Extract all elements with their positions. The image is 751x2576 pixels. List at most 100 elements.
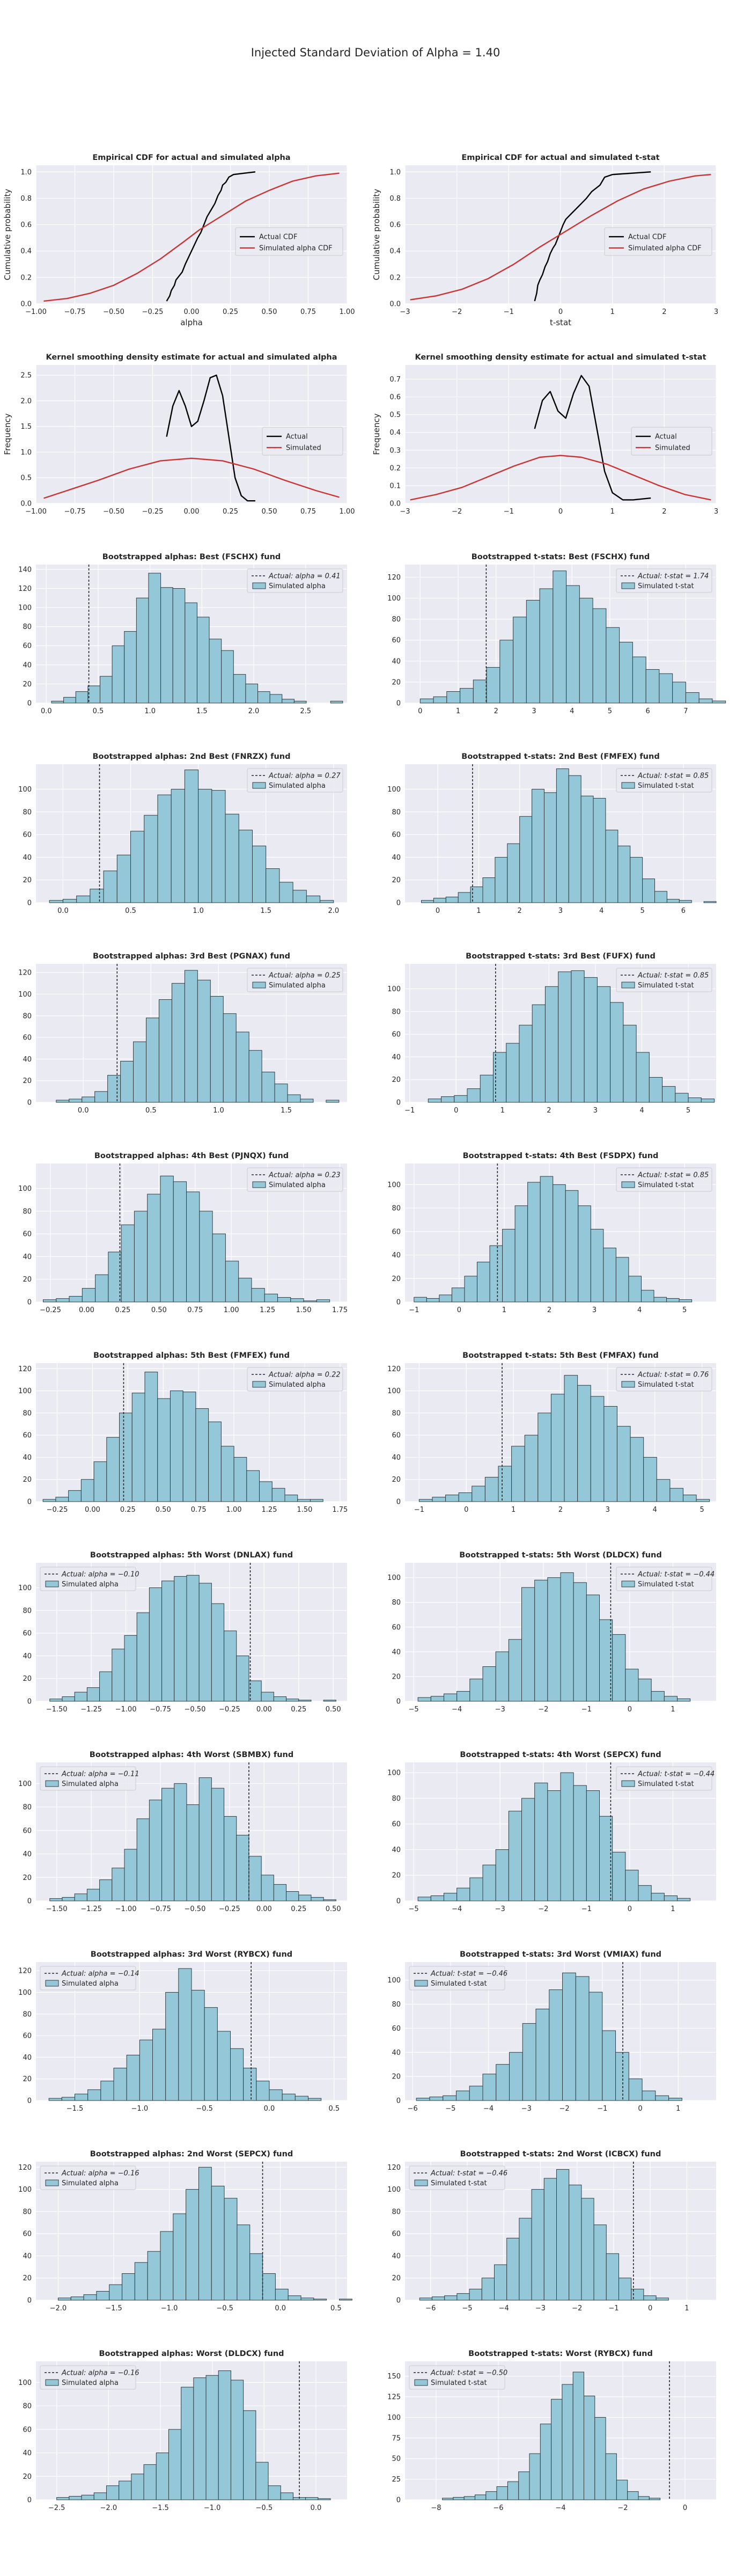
histogram-bar (553, 570, 567, 704)
histogram-bar (330, 700, 343, 704)
histogram-bar (463, 2496, 476, 2500)
histogram-bar (49, 1898, 63, 1901)
y-tick-label: 20 (23, 1675, 32, 1683)
histogram-bar (696, 1499, 710, 1502)
x-tick-label: 0.25 (291, 1706, 306, 1714)
histogram-bar (238, 830, 253, 903)
histogram-bar (74, 1692, 87, 1702)
series-line-0 (534, 171, 651, 302)
histogram-bar (49, 900, 63, 903)
histogram-bar (606, 627, 620, 704)
histogram-bar (134, 2262, 148, 2301)
histogram-bar (612, 1634, 626, 1702)
histogram-bar (481, 2278, 495, 2301)
histogram-bar (581, 2198, 594, 2301)
histogram-bar (496, 2486, 508, 2500)
y-tick-label: 0 (27, 1698, 32, 1706)
y-tick-label: 0 (27, 2297, 32, 2305)
histogram-bar (82, 1096, 95, 1103)
y-tick-label: 40 (392, 1454, 401, 1462)
x-tick-label: 2 (494, 707, 498, 715)
subplot-22: −2.5 −2.0 −1.5 −1.0 −0.5 0.0 0 20 40 60 80 100 Boots… (18, 2350, 347, 2512)
y-tick-label: 20 (392, 678, 401, 686)
histogram-bar (62, 1897, 75, 1901)
histogram-bar (236, 1655, 249, 1702)
x-tick-label: 5 (640, 907, 644, 915)
histogram-bar (616, 1426, 631, 1502)
y-tick-label: 100 (18, 1387, 32, 1395)
histogram-bar (264, 1293, 278, 1302)
x-tick-label: 0.0 (275, 2304, 286, 2312)
histogram-bar (469, 2085, 483, 2101)
x-tick-label: 1.25 (260, 1306, 275, 1314)
histogram-bar (193, 2377, 207, 2500)
y-tick-label: 20 (23, 680, 32, 689)
x-tick-label: 0.50 (156, 1506, 171, 1514)
legend-swatch (45, 1780, 59, 1787)
y-tick-label: 60 (392, 1228, 401, 1236)
histogram-bar (252, 845, 267, 903)
histogram-bar (131, 2473, 144, 2500)
legend-entry-actual: Actual: alpha = −0.10 (61, 1571, 139, 1579)
histogram-bar (586, 1594, 600, 1702)
subplot-0: −1.00 −0.75 −0.50 −0.25 0.00 0.25 0.50 0.75 1.00… (3, 153, 355, 327)
histogram-bar (712, 700, 726, 704)
histogram-bar (171, 789, 185, 903)
histogram-bar (225, 1261, 239, 1302)
y-tick-label: 60 (392, 1623, 401, 1631)
histogram-bar (550, 1394, 565, 1502)
x-tick-label: −1.0 (131, 2105, 149, 2113)
histogram-bar (430, 1696, 444, 1702)
histogram-bar (651, 1691, 665, 1702)
histogram-bar (42, 1299, 57, 1302)
x-tick-label: 1 (676, 2105, 680, 2113)
histogram-bar (310, 1499, 323, 1502)
histogram-bar (94, 1091, 108, 1103)
y-tick-label: 20 (23, 2075, 32, 2083)
x-tick-label: −1.50 (46, 1706, 68, 1714)
x-tick-label: 3 (714, 308, 718, 316)
legend-entry-actual: Actual: alpha = 0.27 (268, 772, 341, 780)
x-tick-label: 6 (681, 907, 686, 915)
series-line-0 (166, 374, 255, 502)
histogram-bar (649, 1077, 663, 1103)
x-tick-label: 0.25 (120, 1506, 136, 1514)
subplot-title: Empirical CDF for actual and simulated a… (92, 153, 290, 162)
legend: Actual: t-stat = −0.46 Simulated t-stat (409, 1966, 507, 1990)
y-tick-label: 20 (23, 876, 32, 884)
y-tick-label: 0.6 (389, 221, 401, 229)
y-tick-label: 40 (392, 657, 401, 665)
x-tick-label: 0.75 (300, 308, 316, 316)
histogram-bar (130, 831, 145, 903)
histogram-bar (628, 1276, 642, 1302)
histogram-bar (444, 1893, 458, 1901)
y-tick-label: 100 (18, 1989, 32, 1997)
histogram-bar (311, 1897, 324, 1901)
histogram-bar (509, 2052, 523, 2101)
histogram-bar (184, 970, 198, 1103)
histogram-bar (677, 1698, 691, 1702)
y-tick-label: 100 (18, 786, 32, 794)
histogram-bar (261, 1875, 274, 1901)
histogram-bar (69, 1099, 83, 1103)
x-tick-label: 0.0 (264, 2105, 275, 2113)
subplot-title: Bootstrapped alphas: 4th Best (PJNQX) fu… (94, 1152, 289, 1160)
x-tick-label: 1.00 (340, 308, 355, 316)
x-tick-label: 2 (547, 1306, 551, 1314)
histogram-bar (482, 2074, 497, 2101)
x-tick-label: −5 (445, 2105, 455, 2113)
histogram-bar (178, 1968, 192, 2101)
y-tick-label: 0 (27, 700, 32, 708)
histogram-bar (173, 1181, 187, 1302)
legend-swatch (621, 582, 635, 589)
x-tick-label: −4 (483, 2105, 494, 2113)
histogram-bar (455, 2090, 470, 2101)
histogram-bar (223, 1013, 237, 1103)
histogram-bar (543, 2178, 557, 2301)
histogram-bar (444, 2295, 458, 2301)
x-tick-label: 3 (558, 907, 563, 915)
legend-entry-actual: Actual: t-stat = −0.50 (430, 2369, 507, 2377)
y-tick-label: 0 (396, 1698, 401, 1706)
